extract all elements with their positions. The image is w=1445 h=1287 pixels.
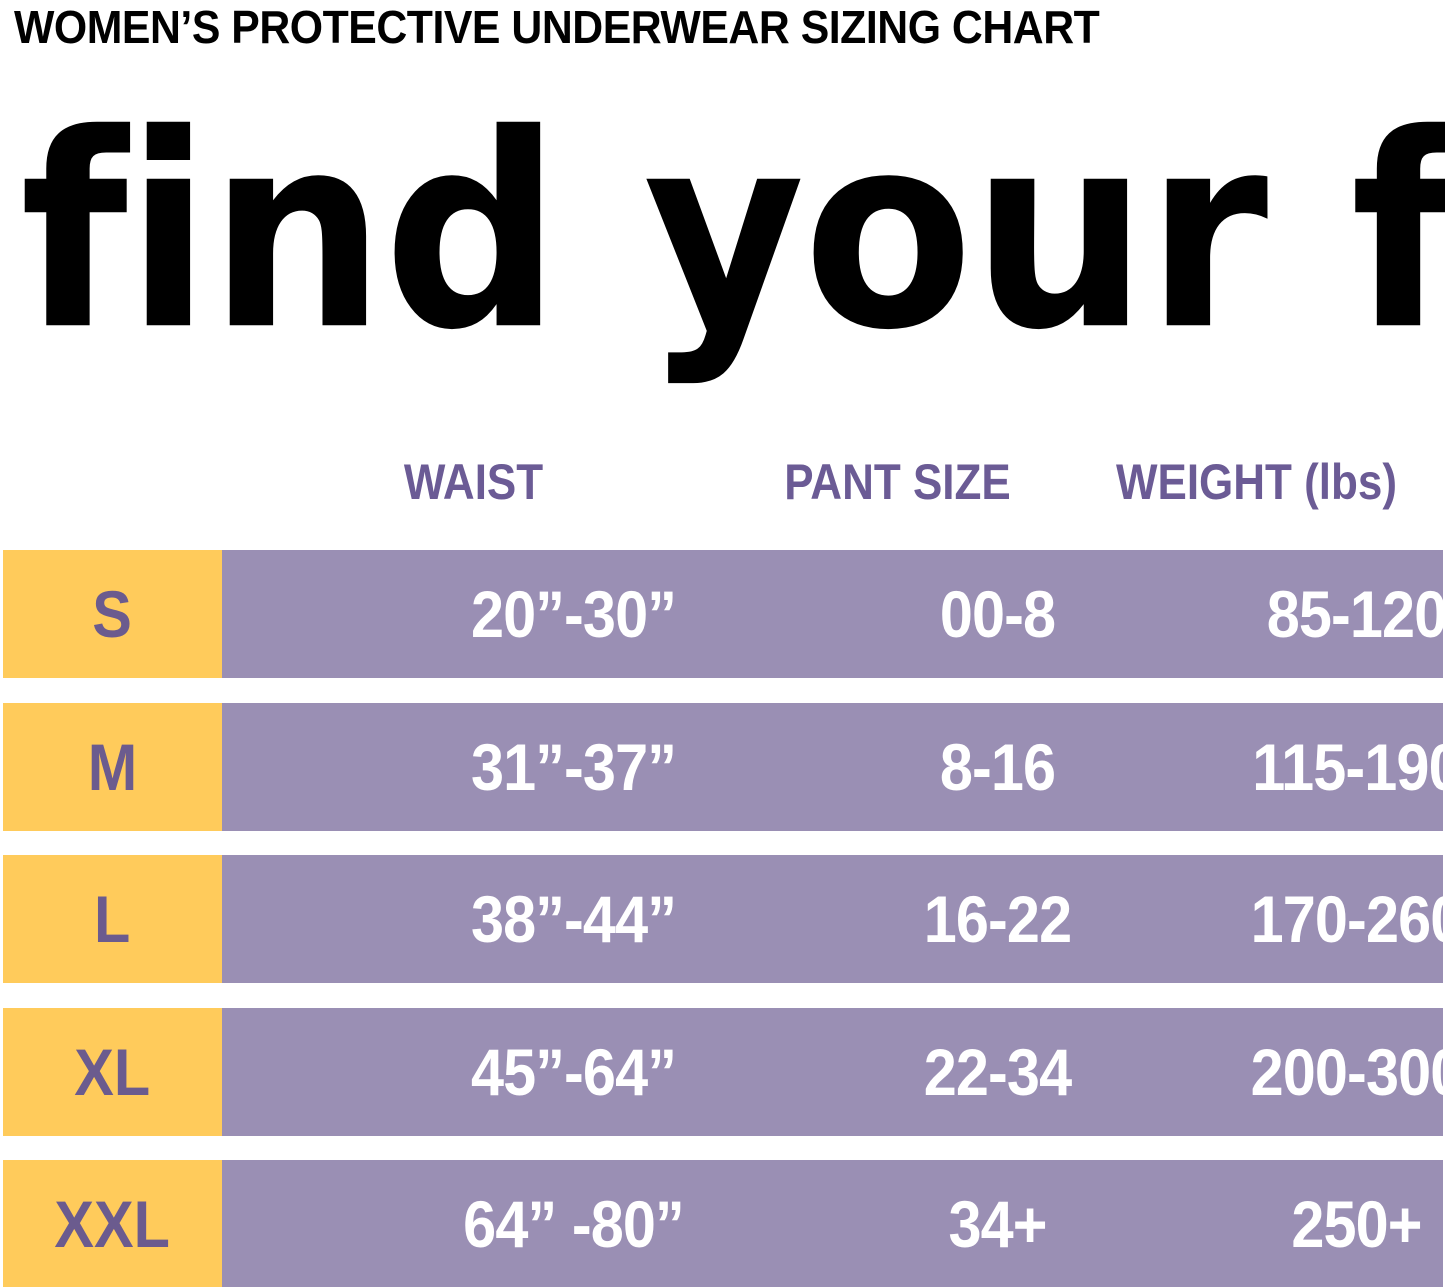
table-row: XL 45”-64” 22-34 200-300	[0, 1008, 1445, 1136]
row-data-band: 45”-64” 22-34 200-300	[222, 1008, 1445, 1136]
size-cell: S	[3, 550, 222, 678]
table-row: XXL 64” -80” 34+ 250+	[0, 1160, 1445, 1287]
table-row: M 31”-37” 8-16 115-190	[0, 703, 1445, 831]
size-label: S	[92, 577, 133, 651]
size-label: XXL	[54, 1186, 171, 1261]
size-cell: XXL	[3, 1160, 222, 1287]
table-row: S 20”-30” 00-8 85-120	[0, 550, 1445, 678]
size-cell: L	[3, 855, 222, 983]
column-header-weight: WEIGHT (lbs)	[1115, 454, 1398, 510]
document-eyebrow-title: WOMEN’S PROTECTIVE UNDERWEAR SIZING CHAR…	[14, 1, 1100, 53]
size-label: L	[94, 882, 131, 956]
cell-pant-size: 8-16	[939, 730, 1056, 804]
size-cell: XL	[3, 1008, 222, 1136]
size-label: XL	[74, 1035, 151, 1109]
size-cell: M	[3, 703, 222, 831]
table-header-row: WAIST PANT SIZE WEIGHT (lbs)	[0, 440, 1445, 542]
cell-pant-size: 34+	[948, 1186, 1047, 1261]
row-data-band: 20”-30” 00-8 85-120	[222, 550, 1445, 678]
table-row: L 38”-44” 16-22 170-260	[0, 855, 1445, 983]
cell-weight: 170-260	[1250, 882, 1445, 956]
row-data-band: 64” -80” 34+ 250+	[222, 1160, 1443, 1287]
column-header-pant-size: PANT SIZE	[784, 454, 1011, 510]
cell-pant-size: 00-8	[939, 577, 1056, 651]
cell-weight: 115-190	[1252, 730, 1445, 804]
cell-waist: 38”-44”	[470, 882, 677, 956]
page-title: find your fit	[20, 77, 1445, 390]
row-data-band: 38”-44” 16-22 170-260	[222, 855, 1445, 983]
cell-waist: 45”-64”	[470, 1035, 677, 1109]
sizing-table: WAIST PANT SIZE WEIGHT (lbs) S 20”-30” 0…	[0, 440, 1445, 1287]
cell-weight: 85-120	[1266, 577, 1445, 651]
cell-weight: 200-300	[1250, 1035, 1445, 1109]
size-label: M	[87, 730, 138, 804]
cell-waist: 31”-37”	[470, 730, 677, 804]
column-header-waist: WAIST	[403, 454, 544, 510]
cell-waist: 20”-30”	[470, 577, 677, 651]
cell-pant-size: 16-22	[923, 882, 1072, 956]
cell-pant-size: 22-34	[923, 1035, 1072, 1109]
row-data-band: 31”-37” 8-16 115-190	[222, 703, 1445, 831]
cell-waist: 64” -80”	[463, 1186, 685, 1261]
cell-weight: 250+	[1291, 1186, 1422, 1261]
